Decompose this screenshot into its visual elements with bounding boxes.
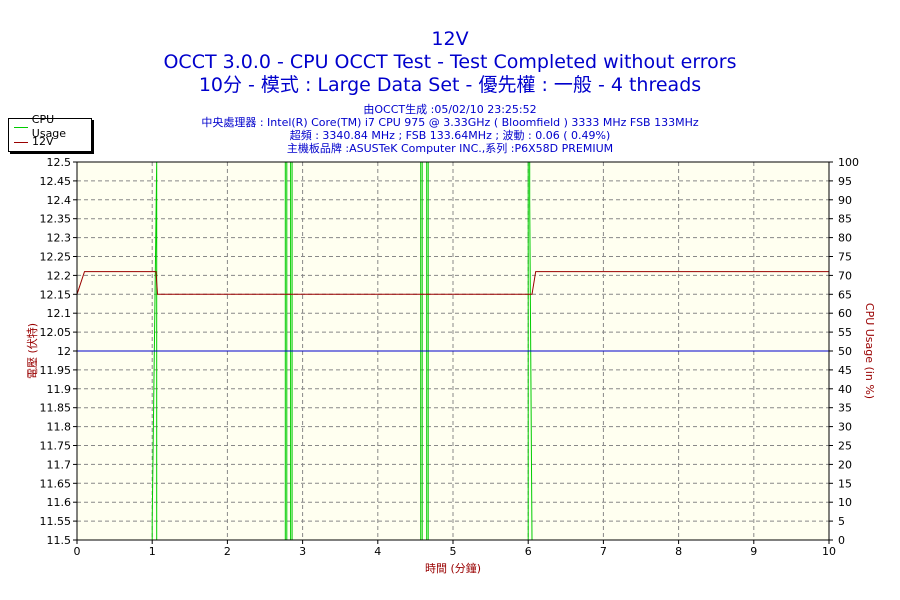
y-tick-label-right: 65 [838, 288, 852, 301]
y-tick-label-right: 50 [838, 345, 852, 358]
y-tick-label-left: 11.85 [40, 402, 72, 415]
y-tick-label-left: 12.15 [40, 288, 72, 301]
y-tick-label-left: 11.65 [40, 477, 72, 490]
y-tick-label-left: 12.45 [40, 175, 72, 188]
x-tick-label: 6 [525, 545, 532, 558]
y-tick-label-left: 12.4 [47, 194, 72, 207]
x-tick-label: 4 [374, 545, 381, 558]
legend-label-12v: 12V [32, 135, 54, 148]
y-tick-label-right: 60 [838, 307, 852, 320]
plot-border [76, 161, 830, 541]
y-tick-label-right: 25 [838, 440, 852, 453]
y-tick-label-left: 11.7 [47, 458, 72, 471]
y-tick-label-left: 11.75 [40, 440, 72, 453]
chart-subtitle-test: OCCT 3.0.0 - CPU OCCT Test - Test Comple… [163, 51, 737, 73]
info-cpu: 中央處理器 : Intel(R) Core(TM) i7 CPU 975 @ 3… [201, 116, 699, 129]
y-tick-label-left: 11.55 [40, 515, 72, 528]
y-tick-label-left: 12.25 [40, 251, 72, 264]
legend-item-cpu-usage: CPU Usage [9, 113, 91, 140]
y-tick-label-right: 30 [838, 421, 852, 434]
x-tick-label: 3 [299, 545, 306, 558]
y-tick-label-left: 11.95 [40, 364, 72, 377]
x-tick-label: 1 [149, 545, 156, 558]
y-tick-label-left: 12 [57, 345, 71, 358]
legend-item-12v: 12V [9, 135, 91, 149]
y-tick-label-right: 0 [838, 534, 845, 547]
y-tick-label-right: 100 [838, 156, 859, 169]
y-tick-label-left: 12.5 [47, 156, 72, 169]
y-tick-label-right: 15 [838, 477, 852, 490]
x-tick-label: 7 [600, 545, 607, 558]
series-line-12v [76, 271, 829, 295]
y-tick-label-left: 12.3 [47, 232, 72, 245]
y-tick-label-right: 70 [838, 269, 852, 282]
info-generated: 由OCCT生成 :05/02/10 23:25:52 [363, 103, 537, 116]
info-motherboard: 主機板品牌 :ASUSTeK Computer INC.,系列 :P6X58D … [286, 142, 614, 155]
chart-legend: CPU Usage 12V [8, 113, 92, 152]
y-tick-label-right: 85 [838, 213, 852, 226]
legend-label-cpu-usage: CPU Usage [31, 113, 67, 140]
y-tick-label-right: 90 [838, 194, 852, 207]
y-tick-label-right: 35 [838, 402, 852, 415]
x-axis-label: 時間 (分鐘) [425, 561, 481, 575]
x-tick-label: 8 [675, 545, 682, 558]
y-tick-label-right: 80 [838, 232, 852, 245]
legend-swatch-12v [14, 141, 28, 143]
legend-swatch-cpu-usage [14, 126, 28, 128]
y-tick-label-right: 95 [838, 175, 852, 188]
y-tick-label-left: 11.6 [47, 496, 72, 509]
x-tick-label: 2 [224, 545, 231, 558]
y-tick-label-right: 75 [838, 251, 852, 264]
y-tick-label-left: 12.05 [40, 326, 72, 339]
x-tick-label: 0 [74, 545, 81, 558]
y-tick-label-left: 12.35 [40, 213, 72, 226]
x-tick-label: 9 [750, 545, 757, 558]
y-tick-label-left: 11.8 [47, 421, 72, 434]
y-tick-label-left: 11.5 [47, 534, 72, 547]
y-tick-label-right: 20 [838, 458, 852, 471]
y-tick-label-left: 12.2 [47, 269, 72, 282]
y-tick-label-right: 55 [838, 326, 852, 339]
info-overclock: 超頻 : 3340.84 MHz ; FSB 133.64MHz ; 波動 : … [289, 129, 611, 142]
chart-subtitle-mode: 10分 - 模式 : Large Data Set - 優先權 : 一般 - 4… [198, 74, 702, 96]
y-axis-label-left: 電壓 (伏特) [25, 323, 39, 379]
x-tick-label: 10 [822, 545, 836, 558]
y-tick-label-left: 12.1 [47, 307, 72, 320]
y-axis-label-right: CPU Usage (in %) [863, 303, 876, 399]
x-tick-label: 5 [450, 545, 457, 558]
chart-title: 12V [431, 28, 469, 50]
y-tick-label-right: 45 [838, 364, 852, 377]
y-tick-label-right: 10 [838, 496, 852, 509]
y-tick-label-right: 40 [838, 383, 852, 396]
y-tick-label-right: 5 [838, 515, 845, 528]
y-tick-label-left: 11.9 [47, 383, 72, 396]
